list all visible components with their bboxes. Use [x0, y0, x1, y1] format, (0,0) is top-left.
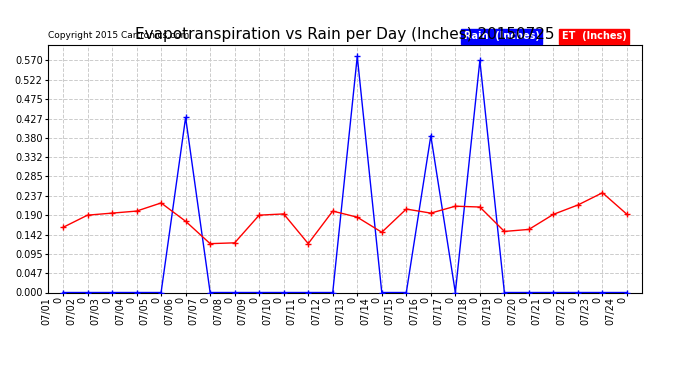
- Title: Evapotranspiration vs Rain per Day (Inches) 20150725: Evapotranspiration vs Rain per Day (Inch…: [135, 27, 555, 42]
- Text: Copyright 2015 Cartronics.com: Copyright 2015 Cartronics.com: [48, 32, 190, 40]
- Text: Rain  (Inches): Rain (Inches): [464, 32, 540, 41]
- Text: ET  (Inches): ET (Inches): [562, 32, 627, 41]
